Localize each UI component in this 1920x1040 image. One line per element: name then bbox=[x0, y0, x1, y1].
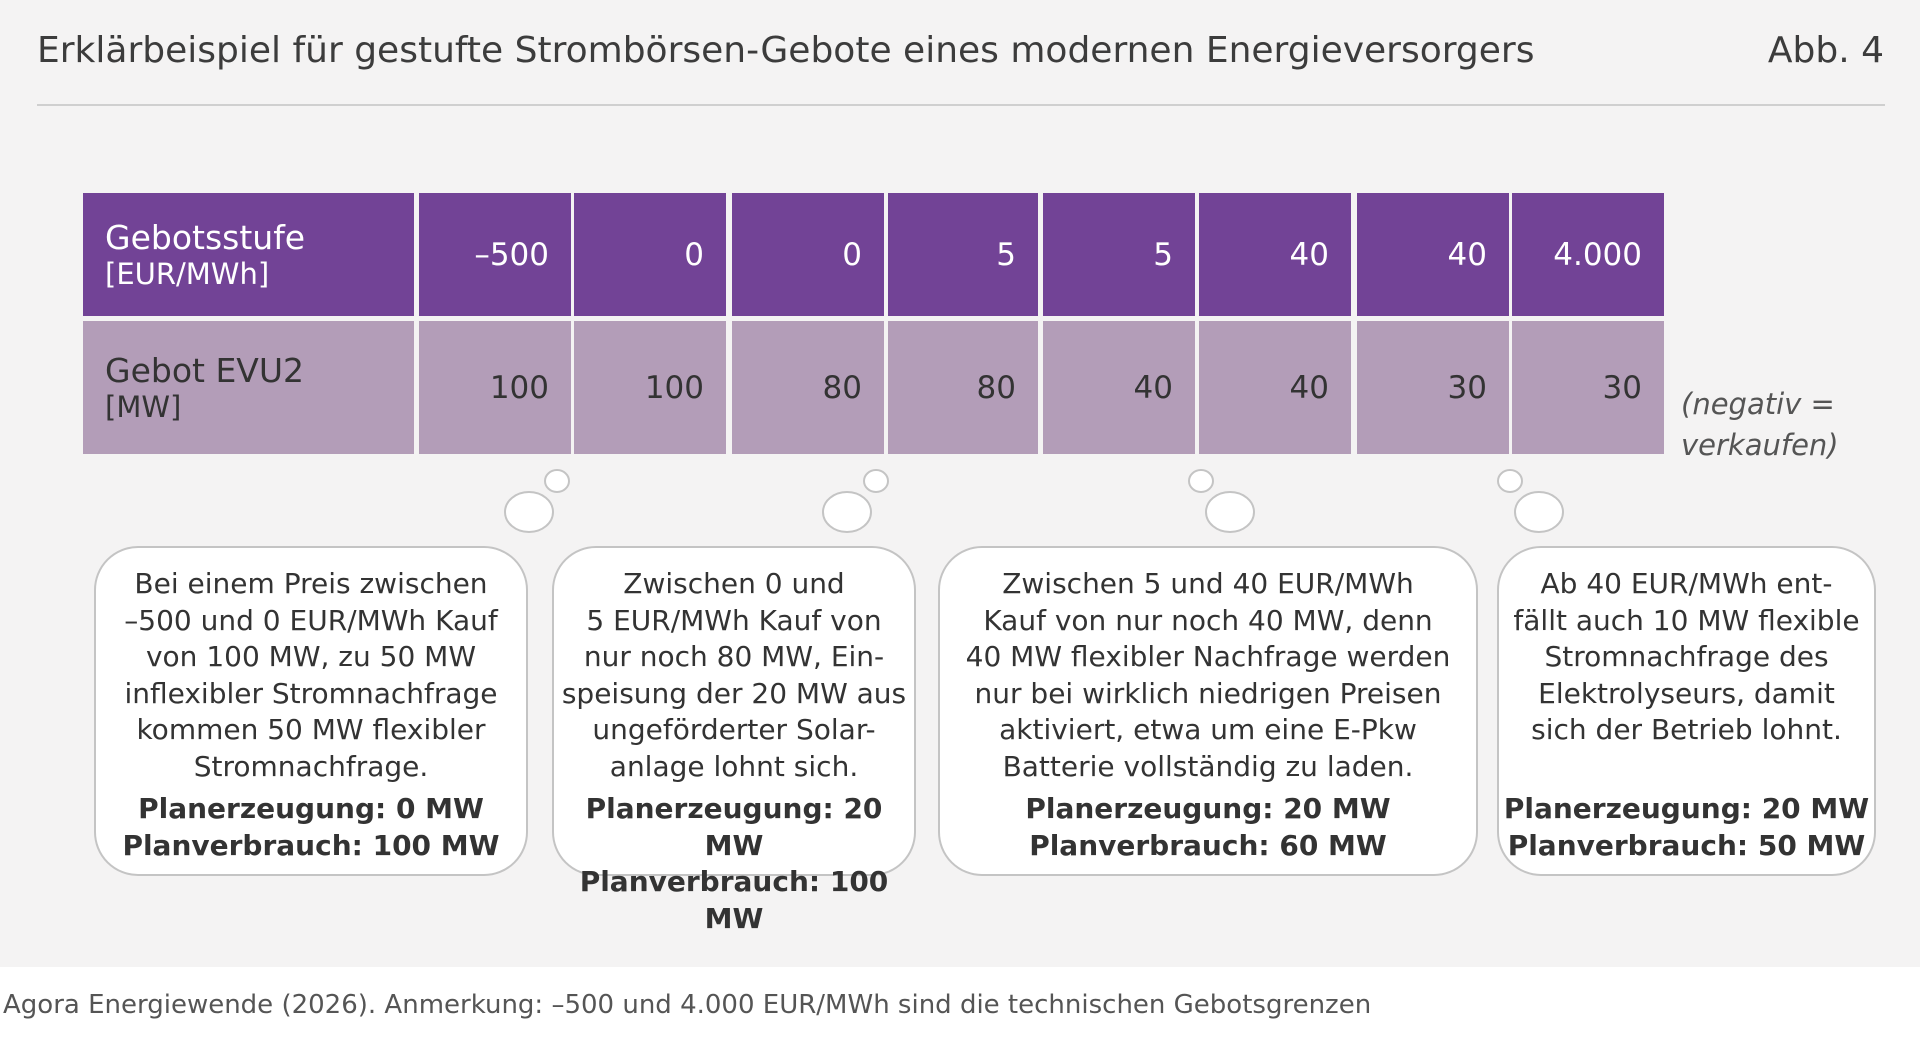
text-line: Ab 40 EUR/MWh ent- bbox=[1540, 567, 1833, 600]
circle bbox=[863, 469, 889, 493]
text-line: inflexibler Stromnachfrage bbox=[124, 676, 498, 710]
cell: 100 bbox=[419, 321, 571, 454]
bubble-text: Zwischen 5 und 40 EUR/MWh Kauf von nur no… bbox=[940, 566, 1476, 785]
bubble-text: Bei einem Preis zwischen –500 und 0 EUR/M… bbox=[96, 566, 526, 785]
text-line: –500 und 0 EUR/MWh Kauf bbox=[124, 603, 498, 637]
bold-line: Planerzeugung: 0 MW bbox=[138, 792, 484, 825]
bubble: Zwischen 5 und 40 EUR/MWh Kauf von nur no… bbox=[938, 546, 1478, 876]
bubble: Ab 40 EUR/MWh ent-fällt auch 10 MW flexi… bbox=[1497, 546, 1876, 876]
circle bbox=[1188, 469, 1214, 493]
circle bbox=[1497, 469, 1523, 493]
cell: 40 bbox=[1199, 193, 1351, 316]
label-line: [MW] bbox=[105, 390, 182, 424]
text-line: nur noch 80 MW, Ein- bbox=[583, 640, 885, 673]
cell: 100 bbox=[574, 321, 726, 454]
text-line: sich der Betrieb lohnt. bbox=[1531, 713, 1842, 746]
bubble: Bei einem Preis zwischen –500 und 0 EUR/M… bbox=[94, 546, 528, 876]
bubble: Zwischen 0 und 5 EUR/MWh Kauf von nur noch… bbox=[552, 546, 916, 935]
circle bbox=[822, 491, 872, 533]
bubble-text: Zwischen 0 und 5 EUR/MWh Kauf von nur noch… bbox=[554, 566, 914, 785]
cell: 40 bbox=[1199, 321, 1351, 454]
bubble-text: Ab 40 EUR/MWh ent-fällt auch 10 MW flexi… bbox=[1499, 566, 1874, 785]
cell: 30 bbox=[1357, 321, 1509, 454]
text-line: Zwischen 0 und bbox=[623, 567, 845, 600]
title: Erklärbeispiel für gestufte Strombörsen-… bbox=[37, 30, 1535, 71]
circle bbox=[1205, 491, 1255, 533]
source: Agora Energiewende (2026). Anmerkung: –5… bbox=[3, 990, 1372, 1020]
text-line: Kauf von nur noch 40 MW, denn bbox=[983, 603, 1433, 637]
bold-line: Planverbrauch: 100 MW bbox=[122, 828, 500, 862]
cell: –500 bbox=[419, 193, 571, 316]
text-line: speisung der 20 MW aus bbox=[561, 676, 907, 710]
bold-line: Planverbrauch: 60 MW bbox=[1029, 828, 1387, 862]
text-line: aktiviert, etwa um eine E-Pkw bbox=[999, 713, 1417, 746]
row-label: Gebotsstufe [EUR/MWh] bbox=[83, 193, 414, 316]
circle bbox=[544, 469, 570, 493]
cell: 80 bbox=[888, 321, 1038, 454]
note-line: verkaufen) bbox=[1681, 428, 1839, 462]
cell: 30 bbox=[1512, 321, 1664, 454]
cell: 80 bbox=[732, 321, 884, 454]
circle bbox=[1514, 491, 1564, 533]
text-line: nur bei wirklich niedrigen Preisen bbox=[974, 676, 1442, 710]
cell: 4.000 bbox=[1512, 193, 1664, 316]
cell: 5 bbox=[888, 193, 1038, 316]
text-line: Bei einem Preis zwischen bbox=[134, 567, 488, 600]
bold-line: Planerzeugung: 20 MW bbox=[1025, 792, 1391, 825]
note: (negativ = verkaufen) bbox=[1681, 384, 1839, 466]
cell: 40 bbox=[1357, 193, 1509, 316]
cell: 40 bbox=[1043, 321, 1195, 454]
bold-line: Planerzeugung: 20 MW bbox=[585, 792, 883, 862]
bold-line: Planverbrauch: 100 MW bbox=[579, 865, 889, 935]
text-line: ungeförderter Solar- bbox=[592, 713, 876, 746]
note-line: (negativ = bbox=[1681, 387, 1835, 421]
text-line: 40 MW flexibler Nachfrage werden bbox=[965, 640, 1451, 673]
label-line: Gebotsstufe bbox=[105, 218, 306, 257]
text-line: kommen 50 MW flexibler bbox=[136, 713, 486, 746]
text-line: Zwischen 5 und 40 EUR/MWh bbox=[1002, 567, 1414, 600]
text-line: fällt auch 10 MW flexible bbox=[1513, 603, 1860, 637]
bold-line: Planverbrauch: 50 MW bbox=[1507, 828, 1866, 862]
text-line: Stromnachfrage des bbox=[1544, 640, 1829, 673]
cell: 0 bbox=[732, 193, 884, 316]
figure-label: Abb. 4 bbox=[1767, 30, 1884, 71]
cell: 0 bbox=[574, 193, 726, 316]
text-line: 5 EUR/MWh Kauf von bbox=[586, 603, 882, 637]
label-line: [EUR/MWh] bbox=[105, 257, 270, 291]
cell: 5 bbox=[1043, 193, 1195, 316]
text-line: von 100 MW, zu 50 MW bbox=[145, 640, 477, 673]
divider bbox=[37, 104, 1885, 106]
label-line: Gebot EVU2 bbox=[105, 351, 305, 390]
text-line: Elektrolyseurs, damit bbox=[1538, 676, 1835, 710]
bold-line: Planerzeugung: 20 MW bbox=[1503, 792, 1870, 825]
text-line: Stromnachfrage. bbox=[193, 749, 429, 783]
row-label: Gebot EVU2 [MW] bbox=[83, 321, 414, 454]
text-line: Batterie vollständig zu laden. bbox=[1002, 749, 1414, 783]
circle bbox=[504, 491, 554, 533]
text-line: anlage lohnt sich. bbox=[609, 749, 859, 783]
